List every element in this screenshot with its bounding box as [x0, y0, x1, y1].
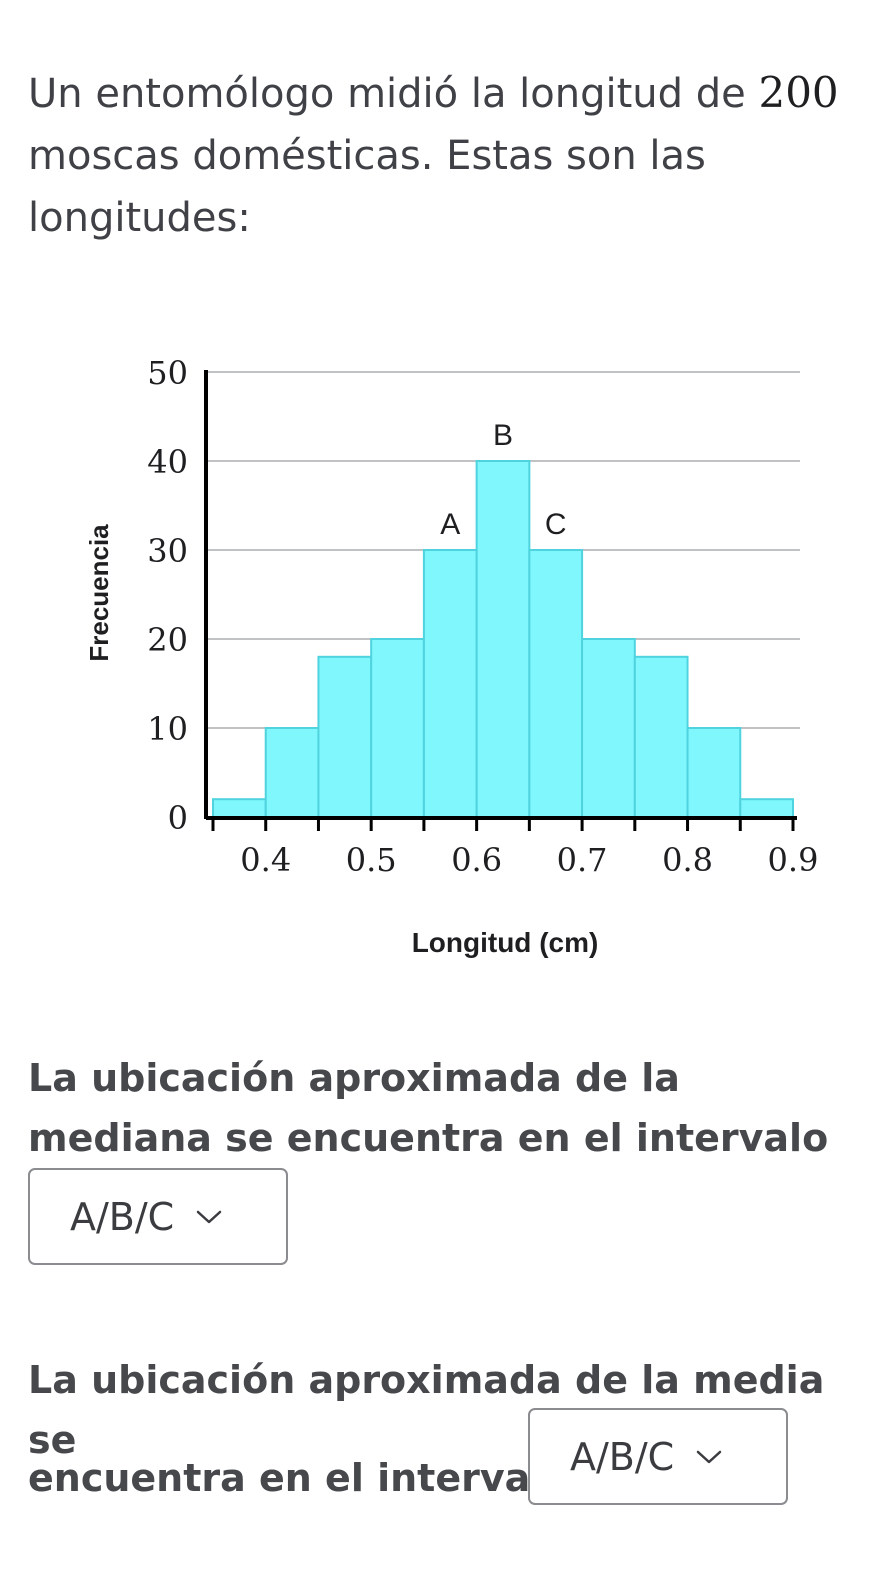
- histogram-bar: [475, 460, 531, 818]
- histogram-bar: [264, 727, 320, 818]
- chevron-down-icon: [196, 1210, 222, 1223]
- histogram-bar: [528, 549, 584, 818]
- bar-label-c: C: [545, 508, 567, 541]
- median-question-text: La ubicación aproximada de la mediana se…: [28, 1056, 829, 1160]
- y-tick-label: 10: [147, 710, 188, 748]
- mean-question-text-line2: encuentra en el intervalo: [28, 1456, 570, 1500]
- x-tick-label: 0.6: [451, 841, 502, 879]
- y-tick-label: 20: [147, 621, 188, 659]
- intro-number: 200: [758, 68, 839, 117]
- mean-interval-dropdown[interactable]: A/B/C: [528, 1408, 788, 1505]
- y-tick-label: 50: [147, 354, 188, 392]
- question-intro: Un entomólogo midió la longitud de 200 m…: [28, 62, 858, 249]
- bars: [212, 460, 794, 819]
- mean-question-text-line1: La ubicación aproximada de la media se: [28, 1358, 825, 1462]
- histogram-bar: [581, 638, 636, 818]
- x-tick-label: 0.8: [662, 841, 713, 879]
- x-tick-label: 0.7: [557, 841, 608, 879]
- bar-labels: A B C: [440, 419, 566, 541]
- x-tick-label: 0.4: [240, 841, 291, 879]
- chevron-down-icon: [696, 1450, 722, 1463]
- histogram-bar: [212, 798, 267, 819]
- x-tick-label: 0.9: [768, 841, 819, 879]
- y-tick-label: 40: [147, 443, 188, 481]
- y-tick-label: 0: [168, 799, 188, 837]
- histogram-bar: [633, 655, 689, 818]
- x-tick-label: 0.5: [346, 841, 397, 879]
- bar-label-a: A: [440, 508, 460, 541]
- mean-dropdown-value: A/B/C: [570, 1434, 675, 1479]
- y-tick-label: 30: [147, 532, 188, 570]
- histogram-bar: [739, 798, 794, 819]
- median-interval-dropdown[interactable]: A/B/C: [28, 1168, 288, 1265]
- histogram-bar: [317, 655, 373, 818]
- median-dropdown-value: A/B/C: [70, 1194, 175, 1239]
- bar-label-b: B: [493, 419, 513, 452]
- x-axis-label: Longitud (cm): [412, 927, 599, 958]
- histogram-chart: 0 10 20 30 40 50 0.4 0.5 0.6 0.7 0.8 0.9 A B C Frecue…: [84, 354, 818, 958]
- histogram-bar: [422, 549, 478, 818]
- histogram-bar: [370, 638, 425, 818]
- y-axis-label: Frecuencia: [84, 524, 114, 662]
- intro-text-after: moscas domésticas. Estas son las longitu…: [28, 133, 706, 241]
- histogram-bar: [686, 727, 742, 818]
- intro-text-before: Un entomólogo midió la longitud de: [28, 71, 759, 117]
- axes: 0 10 20 30 40 50 0.4 0.5 0.6 0.7 0.8 0.9: [147, 354, 818, 879]
